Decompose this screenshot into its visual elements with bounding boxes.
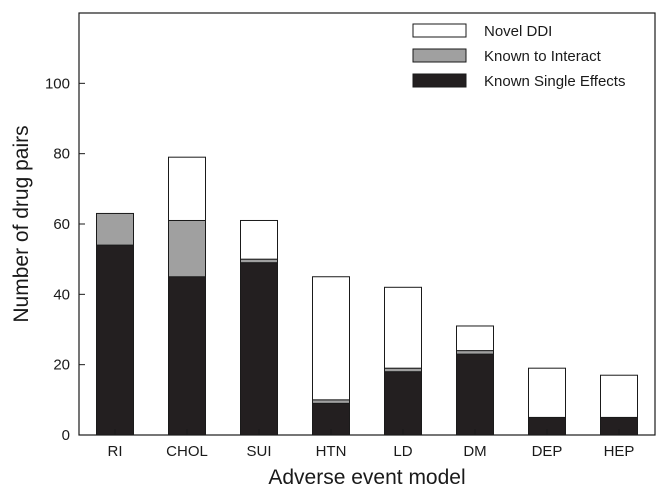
x-tick-label-chol: CHOL [166,443,208,460]
bar-sui-series-0 [240,262,278,436]
bar-chol-series-1 [168,219,206,278]
y-tick-label-60: 60 [53,216,70,233]
legend-swatch-0 [412,23,467,38]
bar-group [96,156,638,436]
y-tick-label-20: 20 [53,357,70,374]
legend-label-2: Known Single Effects [484,73,625,90]
bar-hep-series-2 [600,374,638,418]
legend: Novel DDI Known to Interact Known Single E… [412,23,625,90]
legend-swatch-1 [412,48,467,63]
bar-dm-series-1 [456,350,494,355]
x-axis-ticks: RI CHOL SUI HTN LD DM DEP HEP [108,429,635,460]
x-tick-label-ld: LD [393,443,412,460]
y-tick-label-80: 80 [53,146,70,163]
bar-ld-series-2 [384,286,422,369]
bar-chol-series-0 [168,276,206,436]
bar-ri-series-1 [96,212,134,246]
bar-ri-series-0 [96,244,134,436]
x-tick-label-ri: RI [108,443,123,460]
bar-chol-series-2 [168,156,206,221]
y-tick-label-40: 40 [53,286,70,303]
legend-label-1: Known to Interact [484,48,602,65]
bar-sui-series-2 [240,219,278,260]
legend-label-0: Novel DDI [484,23,552,40]
bar-ld-series-0 [384,371,422,436]
x-tick-label-htn: HTN [316,443,347,460]
x-tick-label-dm: DM [463,443,486,460]
bar-dm-series-2 [456,325,494,352]
bar-dm-series-0 [456,353,494,436]
x-tick-label-hep: HEP [604,443,635,460]
bar-sui-series-1 [240,258,278,264]
x-axis-title: Adverse event model [268,466,465,489]
x-tick-label-sui: SUI [246,443,271,460]
x-tick-label-dep: DEP [532,443,563,460]
y-axis-ticks: 0 20 40 60 80 100 [45,75,85,444]
bar-htn-series-1 [312,399,350,404]
y-tick-label-0: 0 [62,427,70,444]
y-axis-title: Number of drug pairs [10,125,33,322]
bar-dep-series-2 [528,367,566,418]
legend-swatch-2 [412,73,467,88]
bar-ld-series-1 [384,367,422,373]
y-tick-label-100: 100 [45,75,70,92]
bar-htn-series-2 [312,276,350,401]
